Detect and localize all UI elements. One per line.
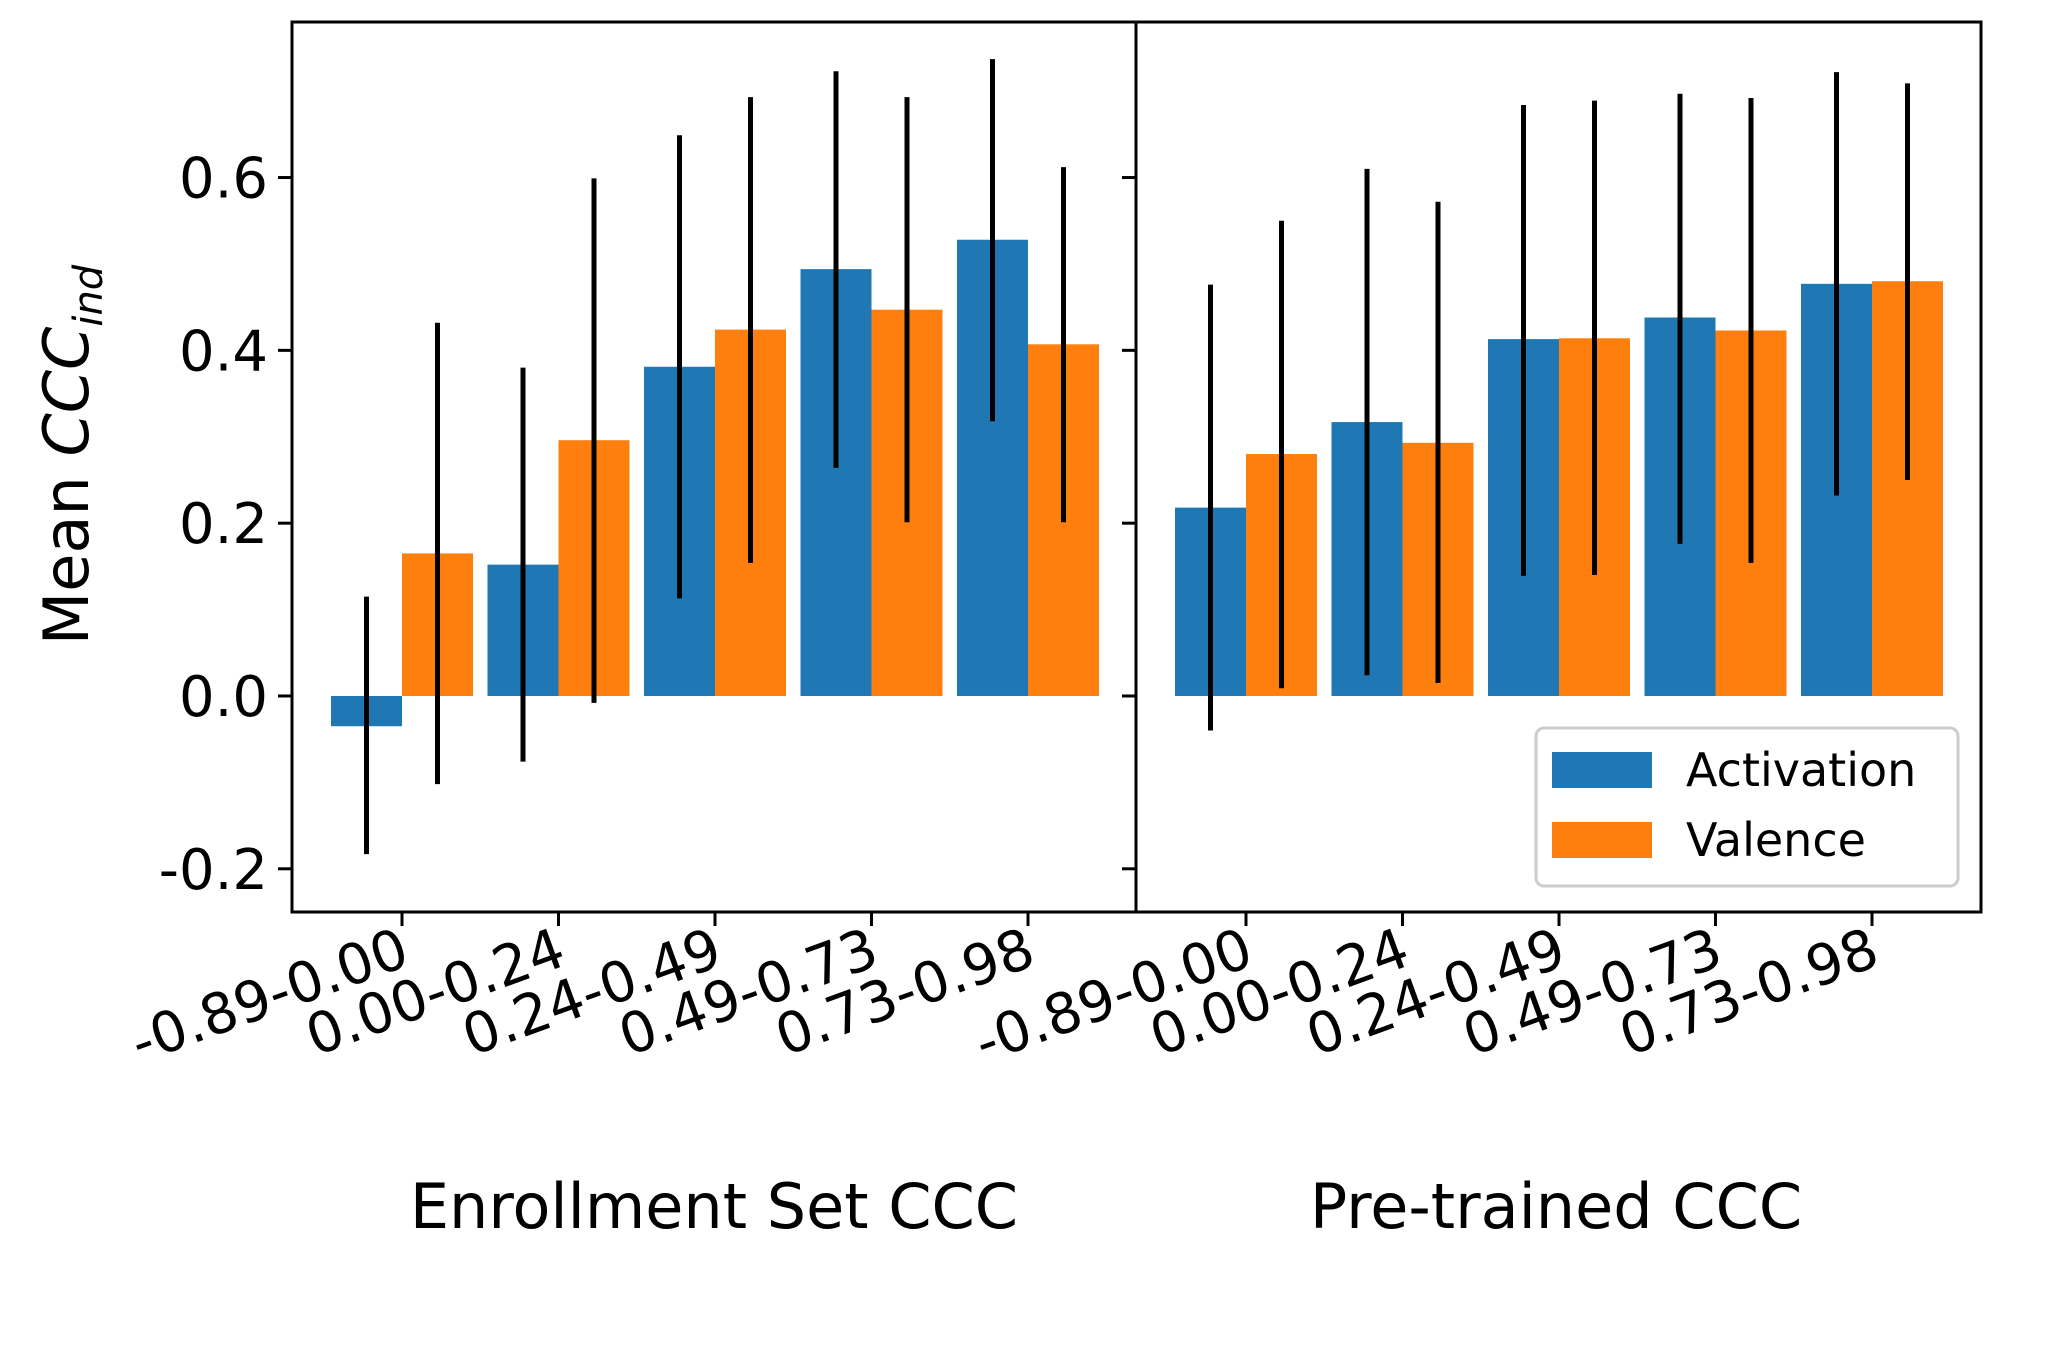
y-tick-label-1: -0.2 xyxy=(159,838,268,903)
bars-layer xyxy=(331,239,1943,727)
axis-ticks xyxy=(278,176,1874,926)
legend-swatch-valence xyxy=(1552,822,1652,858)
x-axis-title-left: Enrollment Set CCC xyxy=(410,1170,1018,1243)
legend-label-valence: Valence xyxy=(1686,813,1866,867)
legend: Activation Valence xyxy=(1534,726,1960,888)
error-bars-layer xyxy=(364,59,1910,855)
y-tick-label-3: 0.2 xyxy=(179,492,268,557)
x-axis-title-right: Pre-trained CCC xyxy=(1310,1170,1802,1243)
y-tick-label-2: 0.0 xyxy=(179,665,268,730)
y-tick-label-4: 0.4 xyxy=(179,319,268,384)
legend-swatch-activation xyxy=(1552,752,1652,788)
legend-label-activation: Activation xyxy=(1686,743,1916,797)
y-tick-label-5: 0.6 xyxy=(179,147,268,212)
y-axis-title: Mean CCCind xyxy=(30,264,112,645)
